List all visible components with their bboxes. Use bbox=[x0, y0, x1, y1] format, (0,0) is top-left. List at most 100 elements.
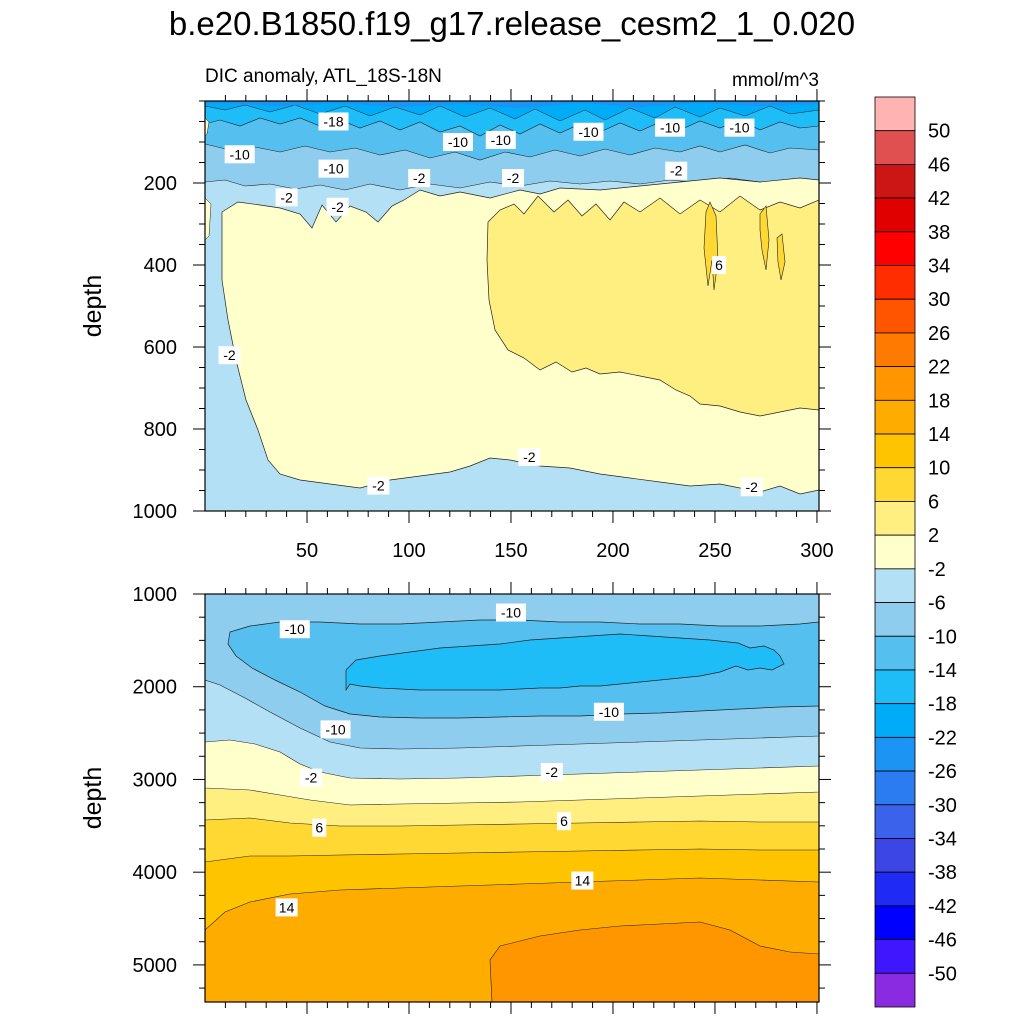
contour-label: -2 bbox=[300, 768, 323, 787]
top-y-axis-label: depth bbox=[79, 275, 107, 338]
colorbar-label: 22 bbox=[928, 357, 950, 379]
colorbar-label: 26 bbox=[928, 323, 950, 345]
colorbar-label: 42 bbox=[928, 188, 950, 210]
contour-label-bg bbox=[495, 603, 526, 622]
colorbar-swatch bbox=[874, 164, 916, 199]
bot-ytick-label: 5000 bbox=[133, 955, 178, 977]
contour-label-bg bbox=[540, 763, 563, 782]
colorbar-swatch bbox=[874, 130, 916, 165]
contour-label: -10 bbox=[442, 133, 473, 151]
contour-label-text: 6 bbox=[315, 820, 323, 836]
colorbar-swatch bbox=[874, 669, 916, 705]
contour-label-text: -2 bbox=[413, 170, 426, 186]
contour-label-text: -10 bbox=[599, 704, 619, 720]
contour-label-text: -10 bbox=[501, 605, 521, 621]
top-y-axis: 200 400 600 800 1000 bbox=[133, 100, 831, 523]
top-ytick-label: 200 bbox=[144, 173, 177, 195]
bot-y-axis: 1000 2000 3000 4000 5000 bbox=[133, 584, 831, 989]
colorbar-swatch bbox=[874, 804, 916, 839]
contour-label: -10 bbox=[495, 603, 526, 622]
colorbar-swatch bbox=[874, 197, 916, 233]
colorbar-label: -46 bbox=[928, 930, 957, 952]
contour-label: -10 bbox=[318, 159, 349, 178]
contour-label: 14 bbox=[571, 871, 594, 890]
contour-label: -10 bbox=[485, 130, 516, 149]
contour-label-text: 14 bbox=[279, 899, 295, 915]
colorbar-swatch bbox=[874, 939, 916, 974]
colorbar-swatch bbox=[874, 770, 916, 806]
contour-label: -10 bbox=[279, 620, 310, 639]
contour-label-bg bbox=[318, 159, 349, 178]
bot-ytick-label: 4000 bbox=[133, 862, 178, 884]
contour-label-bg bbox=[502, 169, 525, 188]
contour-label-text: -10 bbox=[660, 120, 680, 136]
colorbar-swatch bbox=[874, 534, 916, 570]
contour-label: -10 bbox=[573, 122, 604, 141]
contour-label: -18 bbox=[318, 112, 349, 131]
colorbar-label: -18 bbox=[928, 694, 957, 716]
colorbar-label: 34 bbox=[928, 256, 950, 278]
contour-label-text: -10 bbox=[323, 161, 343, 177]
colorbar-label: -30 bbox=[928, 795, 957, 817]
colorbar-swatch bbox=[874, 602, 916, 637]
contour-label-text: -10 bbox=[729, 120, 749, 136]
colorbar-swatch bbox=[874, 433, 916, 469]
colorbar-swatch bbox=[874, 399, 916, 435]
contour-label-text: -2 bbox=[331, 199, 344, 215]
top-xtick-label: 150 bbox=[494, 540, 527, 562]
contour-label-text: -10 bbox=[578, 124, 598, 140]
colorbar-label: 38 bbox=[928, 222, 950, 244]
contour-label: -2 bbox=[665, 161, 688, 180]
contour-label-text: -2 bbox=[280, 189, 293, 205]
contour-label-text: -10 bbox=[230, 146, 250, 162]
colorbar-label: 6 bbox=[928, 491, 939, 513]
contour-label: -2 bbox=[218, 346, 241, 365]
top-xtick-label: 300 bbox=[800, 540, 833, 562]
colorbar-label: 18 bbox=[928, 390, 950, 412]
contour-label-text: -10 bbox=[448, 134, 468, 150]
colorbar-label: -22 bbox=[928, 727, 957, 749]
bot-x-axis bbox=[224, 582, 818, 1014]
top-band-yellow-6c bbox=[776, 233, 786, 281]
contour-label-text: 6 bbox=[715, 257, 723, 273]
colorbar-label: -6 bbox=[928, 593, 946, 615]
contour-label: -2 bbox=[326, 197, 349, 216]
colorbar-label: 30 bbox=[928, 289, 950, 311]
top-ytick-label: 400 bbox=[144, 255, 177, 277]
contour-label-bg bbox=[318, 112, 349, 131]
contour-label-text: -10 bbox=[325, 721, 345, 737]
contour-label-bg bbox=[557, 812, 572, 831]
contour-label-bg bbox=[518, 447, 541, 466]
contour-label: -2 bbox=[740, 478, 763, 497]
top-band-blue-18 bbox=[205, 101, 819, 122]
contour-label: -2 bbox=[408, 169, 431, 188]
chart-title: b.e20.B1850.f19_g17.release_cesm2_1_0.02… bbox=[169, 5, 855, 42]
contour-label-text: -2 bbox=[305, 770, 318, 786]
colorbar-swatch bbox=[874, 467, 916, 502]
colorbar-swatch bbox=[874, 298, 916, 334]
contour-label: 6 bbox=[312, 818, 327, 837]
bot-y-axis-label: depth bbox=[79, 767, 107, 830]
colorbar-swatch bbox=[874, 703, 916, 738]
colorbar-label: -26 bbox=[928, 761, 957, 783]
colorbar-label: -34 bbox=[928, 828, 957, 850]
colorbar-swatch bbox=[874, 871, 916, 907]
contour-label-bg bbox=[655, 118, 686, 137]
contour-label-text: -10 bbox=[285, 621, 305, 637]
top-xtick-label: 100 bbox=[392, 540, 425, 562]
contour-label-text: -18 bbox=[323, 114, 343, 130]
colorbar-swatch bbox=[874, 265, 916, 300]
contour-label: -2 bbox=[518, 447, 541, 466]
contour-label: 14 bbox=[275, 898, 298, 917]
contour-label-bg bbox=[320, 720, 351, 739]
colorbar-swatch bbox=[874, 568, 916, 603]
colorbar-label: 14 bbox=[928, 424, 950, 446]
contour-label: -10 bbox=[655, 118, 686, 137]
colorbar-swatch bbox=[874, 366, 916, 401]
contour-label-text: -2 bbox=[745, 479, 758, 495]
contour-label: -2 bbox=[367, 476, 390, 495]
contour-label-bg bbox=[665, 161, 688, 180]
colorbar-label: 2 bbox=[928, 525, 939, 547]
contour-label: -10 bbox=[724, 118, 755, 137]
